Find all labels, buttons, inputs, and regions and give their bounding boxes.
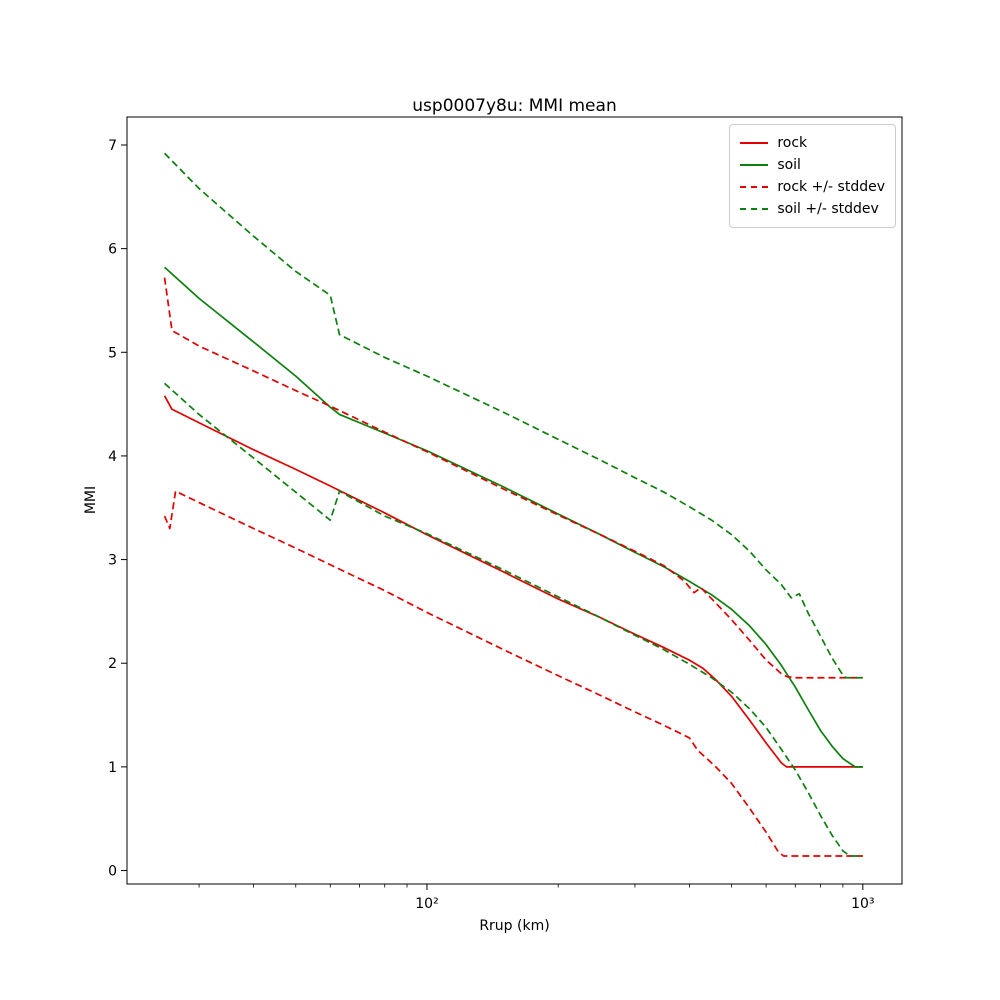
y-tick-label: 0 <box>108 864 117 880</box>
x-axis-label: Rrup (km) <box>479 918 550 934</box>
soil-stddev-line-sample <box>740 208 769 210</box>
rock-stddev-line-sample <box>740 186 769 188</box>
legend-item-rock: rock <box>740 132 885 154</box>
legend-item-rock-stddev: rock +/- stddev <box>740 176 885 198</box>
y-tick-label: 1 <box>108 760 117 776</box>
y-axis-label: MMI <box>83 485 99 515</box>
x-tick-label: 10² <box>415 896 438 912</box>
y-tick-label: 2 <box>108 656 117 672</box>
y-tick-label: 3 <box>108 553 117 569</box>
y-tick-label: 4 <box>108 449 117 465</box>
y-tick-label: 7 <box>108 138 117 154</box>
x-tick-label: 10³ <box>851 896 874 912</box>
legend-label: soil <box>777 157 801 173</box>
y-tick-label: 5 <box>108 345 117 361</box>
legend-item-soil-stddev: soil +/- stddev <box>740 198 885 220</box>
chart-title: usp0007y8u: MMI mean <box>412 96 617 116</box>
series-line-soil <box>163 266 863 768</box>
series-line-rock_plus_stddev <box>163 277 863 679</box>
legend: rock soil rock +/- stddev soil +/- stdde… <box>729 124 896 228</box>
y-tick-label: 6 <box>108 242 117 258</box>
legend-item-soil: soil <box>740 154 885 176</box>
series-line-rock <box>163 395 863 768</box>
legend-label: rock <box>777 135 808 151</box>
series-line-soil_minus_stddev <box>163 382 863 857</box>
rock-line-sample <box>740 142 769 144</box>
legend-label: rock +/- stddev <box>777 179 885 195</box>
soil-line-sample <box>740 164 769 166</box>
series-line-rock_minus_stddev <box>163 490 863 857</box>
series-line-soil_plus_stddev <box>163 152 863 679</box>
legend-label: soil +/- stddev <box>777 201 879 217</box>
